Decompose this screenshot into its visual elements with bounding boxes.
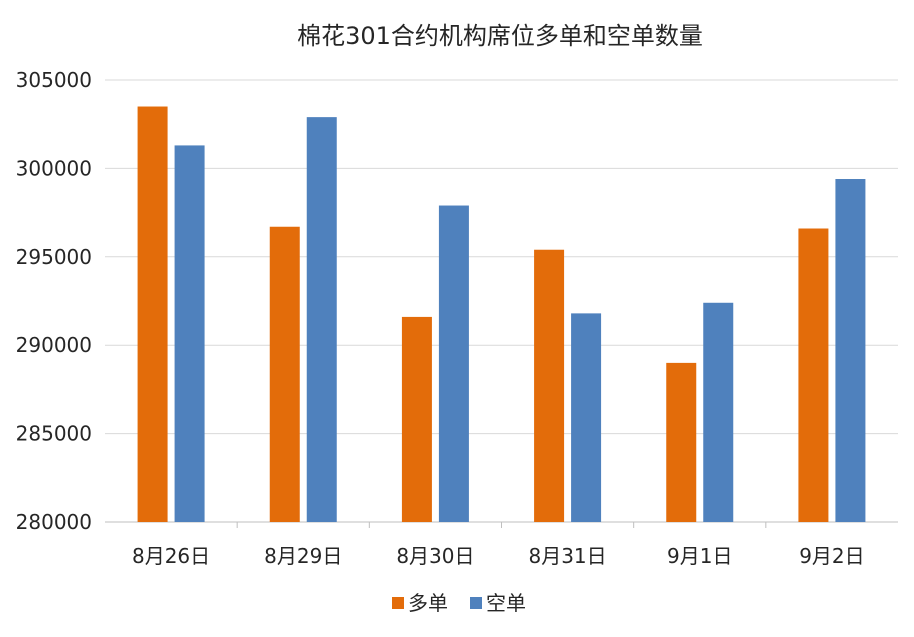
chart-title: 棉花301合约机构席位多单和空单数量 bbox=[297, 22, 703, 50]
bar-short-5 bbox=[835, 179, 866, 522]
bar-long-0 bbox=[137, 106, 168, 523]
bar-long-5 bbox=[798, 228, 829, 522]
y-tick-label: 285000 bbox=[16, 422, 92, 446]
x-tick-label: 9月2日 bbox=[799, 544, 864, 568]
legend-swatch-0 bbox=[392, 597, 404, 609]
legend-swatch-1 bbox=[470, 597, 482, 609]
bar-short-4 bbox=[703, 302, 734, 522]
x-tick-label: 8月29日 bbox=[264, 544, 342, 568]
legend: 多单 空单 bbox=[392, 591, 526, 615]
x-tick-label: 8月26日 bbox=[132, 544, 210, 568]
bar-long-4 bbox=[666, 362, 697, 522]
bar-short-3 bbox=[571, 313, 602, 522]
bar-long-3 bbox=[534, 249, 565, 522]
bar-short-2 bbox=[438, 205, 469, 522]
y-tick-label: 300000 bbox=[16, 156, 92, 180]
y-tick-label: 290000 bbox=[16, 333, 92, 357]
bar-long-2 bbox=[401, 316, 432, 522]
gridlines bbox=[105, 79, 898, 528]
bar-short-1 bbox=[306, 117, 337, 523]
x-tick-label: 8月30日 bbox=[396, 544, 474, 568]
legend-label-0: 多单 bbox=[408, 591, 448, 615]
y-tick-label: 295000 bbox=[16, 245, 92, 269]
x-tick-label: 9月1日 bbox=[667, 544, 732, 568]
y-tick-label: 305000 bbox=[16, 68, 92, 92]
y-axis-ticks: 280000 285000 290000 295000 300000 305000 bbox=[16, 68, 92, 534]
bar-short-0 bbox=[174, 145, 205, 522]
x-axis-ticks: 8月26日 8月29日 8月30日 8月31日 9月1日 9月2日 bbox=[132, 544, 865, 568]
bars bbox=[137, 106, 866, 523]
legend-label-1: 空单 bbox=[486, 591, 526, 615]
y-tick-label: 280000 bbox=[16, 510, 92, 534]
x-tick-label: 8月31日 bbox=[528, 544, 606, 568]
bar-long-1 bbox=[269, 226, 300, 522]
